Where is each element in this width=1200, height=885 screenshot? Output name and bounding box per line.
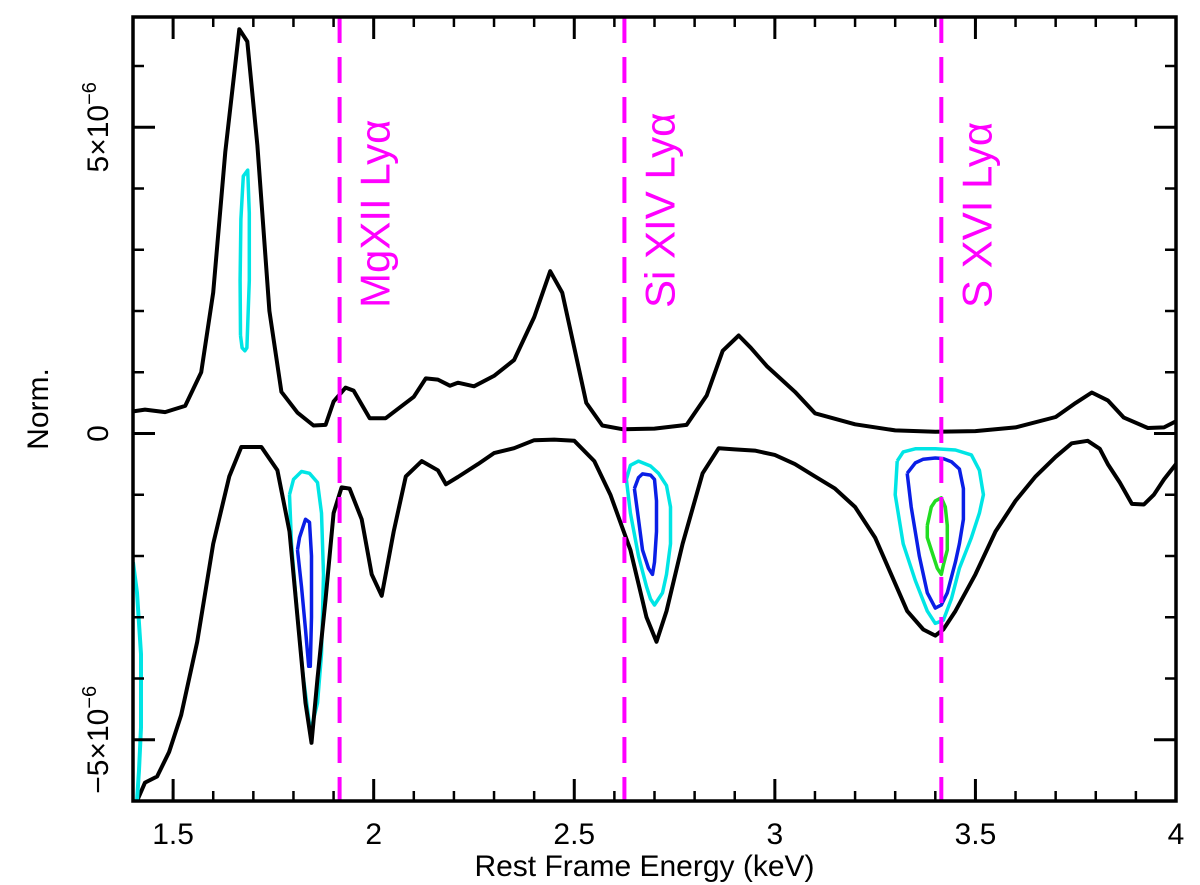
y-tick-label: 5×10−6 bbox=[79, 82, 115, 172]
x-tick-label: 3.5 bbox=[955, 818, 997, 851]
series-cyan-contour-left-edge bbox=[133, 561, 143, 801]
series-lower-envelope bbox=[135, 437, 1176, 801]
contour-cyan-absorption-3.42 bbox=[893, 447, 986, 626]
contour-blue-absorption-3.42 bbox=[905, 456, 966, 610]
contour-cyan-emission-1.68 bbox=[238, 168, 252, 353]
y-axis-title: Norm. bbox=[22, 368, 55, 450]
x-tick-label: 2 bbox=[365, 818, 382, 851]
x-tick-label: 1.5 bbox=[152, 818, 194, 851]
x-tick-label: 2.5 bbox=[553, 818, 595, 851]
y-tick-label: −5×10−6 bbox=[79, 686, 115, 794]
y-tick-label: 0 bbox=[82, 425, 115, 442]
x-axis-title: Rest Frame Energy (keV) bbox=[474, 850, 814, 883]
reference-line-label-2: S XVI Lyα bbox=[953, 122, 1000, 308]
contour-green-absorption-3.42 bbox=[925, 496, 950, 577]
x-tick-label: 3 bbox=[767, 818, 784, 851]
contour-blue-absorption-2.70 bbox=[632, 472, 659, 577]
reference-line-label-0: MgXII Lyα bbox=[352, 120, 399, 308]
reference-line-label-1: Si XIV Lyα bbox=[636, 113, 683, 308]
x-tick-label: 4 bbox=[1168, 818, 1185, 851]
contour-cyan-absorption-2.70 bbox=[624, 459, 673, 607]
contour-blue-absorption-1.84 bbox=[295, 517, 314, 669]
series-upper-envelope bbox=[133, 27, 1176, 434]
